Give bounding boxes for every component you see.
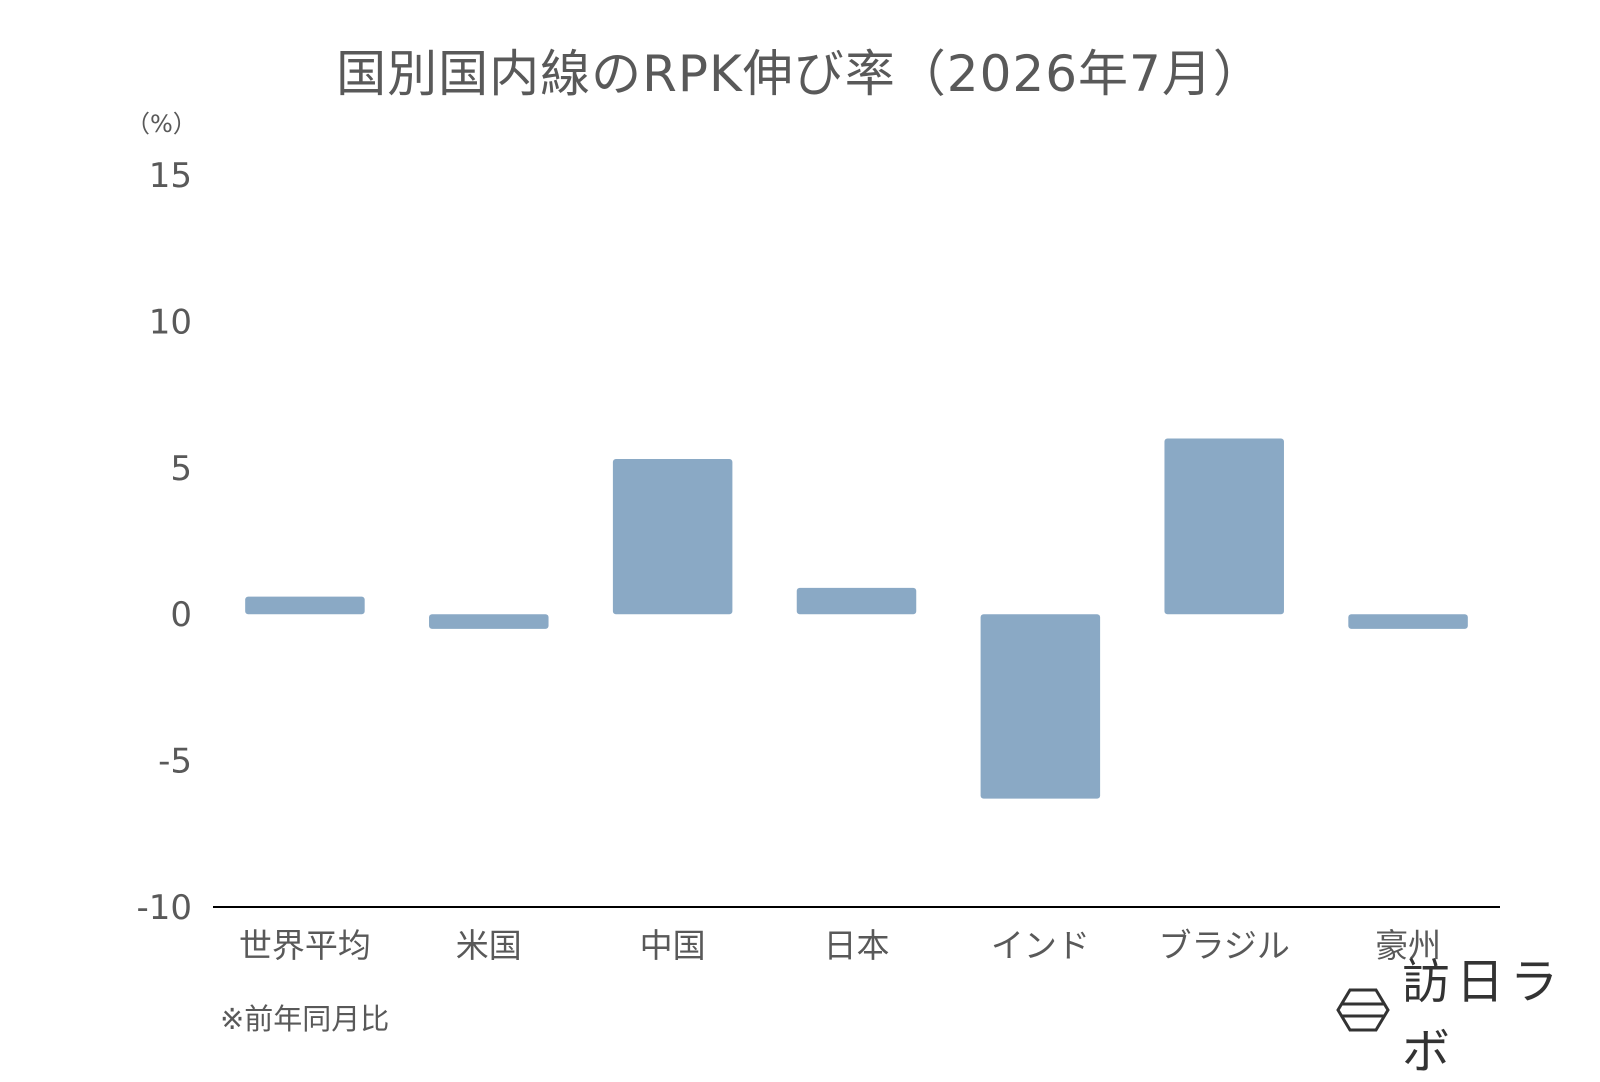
bar [1348,614,1468,629]
hexagon-logo-icon [1336,988,1390,1036]
brand-name: 訪日ラボ [1402,954,1565,1080]
y-tick-label: -5 [158,742,192,782]
chart: 国別国内線のRPK伸び率（2026年7月） （%） 15 10 5 0 -5 -10 世界平… [126,45,1600,1080]
y-tick-label: 5 [170,449,192,489]
plot-area: 15 10 5 0 -5 -10 世界平均 米国 中国 日本 インド ブラジル 豪州 [136,156,1500,965]
x-tick-label: 日本 [824,926,890,965]
y-tick-label: 10 [149,302,192,342]
y-tick-label: -10 [136,888,192,928]
y-tick-label: 0 [170,595,192,635]
x-tick-label: 中国 [640,926,706,965]
bar [796,587,917,615]
y-tick-label: 15 [149,156,192,196]
brand-logo: 訪日ラボ [1336,954,1600,1080]
footnote: ※前年同月比 [220,1002,390,1036]
y-axis-unit-label: （%） [126,110,197,138]
bar [429,614,549,629]
bar [245,596,365,615]
bar [980,614,1101,799]
x-tick-label: 米国 [456,926,522,965]
bar [612,459,733,615]
x-tick-label: インド [991,926,1090,965]
x-tick-label: ブラジル [1159,926,1290,965]
x-tick-label: 豪州 [1375,926,1441,965]
x-tick-label: 世界平均 [239,926,371,965]
chart-title: 国別国内線のRPK伸び率（2026年7月） [336,45,1264,103]
bar [1164,438,1284,615]
